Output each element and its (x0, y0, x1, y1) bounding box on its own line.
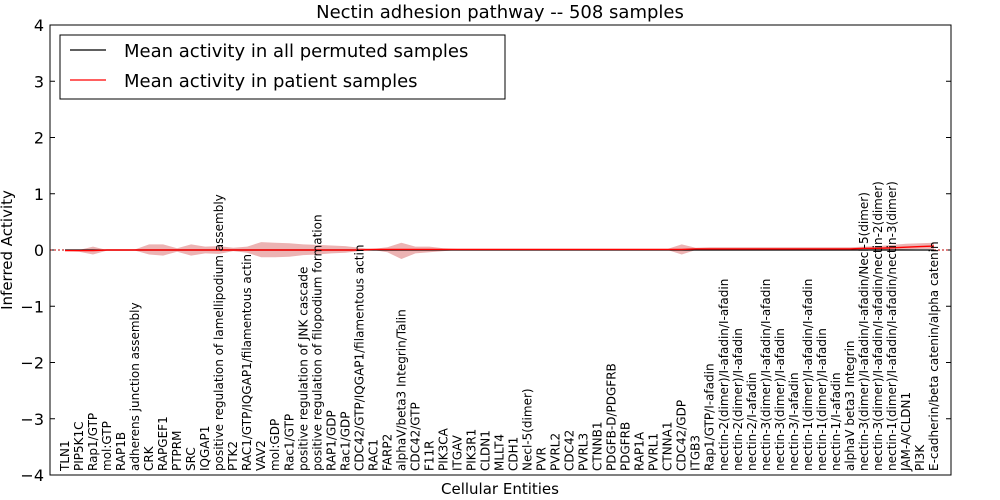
x-category-label: PI3K (913, 444, 927, 471)
x-category-label: nectin-3(dimer)/I-afadin/I-afadin/Necl-5… (857, 192, 871, 471)
legend: Mean activity in all permuted samples Me… (59, 34, 506, 100)
x-axis-label: Cellular Entities (441, 480, 559, 498)
x-category-label: CRK (142, 445, 156, 471)
x-category-label: Rac1/GTP (282, 414, 296, 471)
x-category-label: RAPGEF1 (156, 416, 170, 471)
y-tick-label: 4 (34, 16, 44, 35)
legend-label-permuted: Mean activity in all permuted samples (124, 41, 468, 62)
x-category-label: MLLT4 (493, 434, 507, 471)
x-category-label: CDH1 (507, 437, 521, 471)
x-category-label: E-cadherin/beta catenin/alpha catenin (927, 241, 941, 471)
x-category-label: CTNNA1 (661, 421, 675, 471)
x-category-label: positive regulation of filopodium format… (310, 214, 324, 471)
x-category-label: Rap1/GTP (86, 413, 100, 471)
x-category-label: PDGFRB (619, 422, 633, 471)
series-line-patient (65, 245, 935, 252)
x-category-label: IQGAP1 (198, 426, 212, 471)
x-category-label: nectin-1(dimer)/I-afadin (815, 328, 829, 471)
x-category-label: SRC (184, 447, 198, 471)
x-category-label: Necl-5(dimer) (521, 388, 535, 471)
x-category-label: nectin-1(dimer)/I-afadin/I-afadin (801, 279, 815, 471)
y-tick-label: −3 (20, 410, 44, 429)
y-axis-label: Inferred Activity (0, 190, 16, 310)
y-tick-label: −1 (20, 297, 44, 316)
x-category-label: PVR (535, 447, 549, 471)
x-category-label: adherens junction assembly (128, 302, 142, 471)
x-category-label: CDC42/GTP (408, 402, 422, 471)
x-category-label: PVRL3 (577, 433, 591, 471)
x-category-label: Rac1/GDP (338, 412, 352, 471)
x-category-label: alphaV/beta3 Integrin/Talin (394, 309, 408, 471)
x-category-label: FARP2 (380, 434, 394, 471)
x-category-label: mol:GTP (100, 421, 114, 471)
x-category-label: mol:GDP (268, 419, 282, 471)
x-category-label: PIP5K1C (72, 421, 86, 471)
x-category-label: RAP1B (114, 432, 128, 471)
series-lines (65, 245, 935, 252)
x-category-label: nectin-3(dimer)/I-afadin (773, 328, 787, 471)
y-tick-label: 1 (34, 185, 44, 204)
y-tick-label: −2 (20, 354, 44, 373)
y-tick-label: 2 (34, 129, 44, 148)
x-category-label: RAP1A (633, 431, 647, 471)
x-category-label: nectin-3/I-afadin (787, 372, 801, 471)
x-category-label: PVRL1 (647, 433, 661, 471)
x-category-label: CDC42 (563, 430, 577, 471)
y-tick-label: −4 (20, 466, 44, 485)
plot-frame (49, 24, 952, 476)
y-tick-label: 3 (34, 72, 44, 91)
x-category-label: PVRL2 (549, 433, 563, 471)
patient-activity-band (65, 242, 934, 259)
x-category-label: CDC42/GDP (675, 400, 689, 471)
x-category-label: Rap1/GTP/I-afadin (703, 363, 717, 471)
legend-box (59, 34, 506, 100)
x-category-label: ITGAV (450, 434, 464, 471)
x-category-label: CLDN1 (478, 430, 492, 471)
x-category-label: nectin-1(dimer)/I-afadin/I-afadin/nectin… (885, 181, 899, 471)
x-category-label: CTNNB1 (591, 421, 605, 471)
x-category-label: RAP1/GDP (324, 410, 338, 471)
x-category-label: nectin-1/I-afadin (829, 372, 843, 471)
x-category-label: nectin-2/I-afadin (745, 372, 759, 471)
x-category-label: ITGB3 (689, 435, 703, 471)
x-category-label: RAC1/GTP/IQGAP1/filamentous actin (240, 254, 254, 471)
x-category-label: F11R (422, 440, 436, 471)
x-axis-category-labels: TLN1 PIP5K1C Rap1/GTP mol:GTP RAP1B adherens … (58, 181, 941, 472)
x-category-label: VAV2 (254, 440, 268, 471)
x-category-label: PTPRM (170, 431, 184, 472)
chart-title: Nectin adhesion pathway -- 508 samples (316, 2, 684, 23)
x-category-label: positive regulation of JNK cascade (296, 267, 310, 471)
legend-label-patient: Mean activity in patient samples (124, 71, 418, 92)
x-category-label: JAM-A/CLDN1 (899, 392, 913, 472)
x-category-label: alphaV beta3 Integrin (843, 340, 857, 471)
y-tick-label: 0 (34, 241, 44, 260)
activity-bands (65, 242, 934, 259)
y-axis: −4 −3 −2 −1 0 1 2 3 4 (20, 16, 951, 485)
x-category-label: PDGFB-D/PDGFRB (605, 363, 619, 471)
x-category-label: positive regulation of lamellipodium ass… (212, 194, 226, 471)
x-category-label: RAC1 (366, 439, 380, 471)
x-category-label: nectin-2(dimer)/I-afadin (731, 328, 745, 471)
x-category-label: nectin-3(dimer)/I-afadin/I-afadin/nectin… (871, 181, 885, 471)
x-category-label: PIK3R1 (464, 429, 478, 471)
x-category-label: nectin-3(dimer)/I-afadin/I-afadin (759, 279, 773, 471)
x-category-label: PIK3CA (436, 427, 450, 471)
x-category-label: nectin-2(dimer)/I-afadin/I-afadin (717, 279, 731, 471)
x-category-label: TLN1 (58, 440, 72, 472)
x-category-label: PTK2 (226, 441, 240, 471)
x-category-label: CDC42/GTP/IQGAP1/filamentous actin (352, 245, 366, 471)
